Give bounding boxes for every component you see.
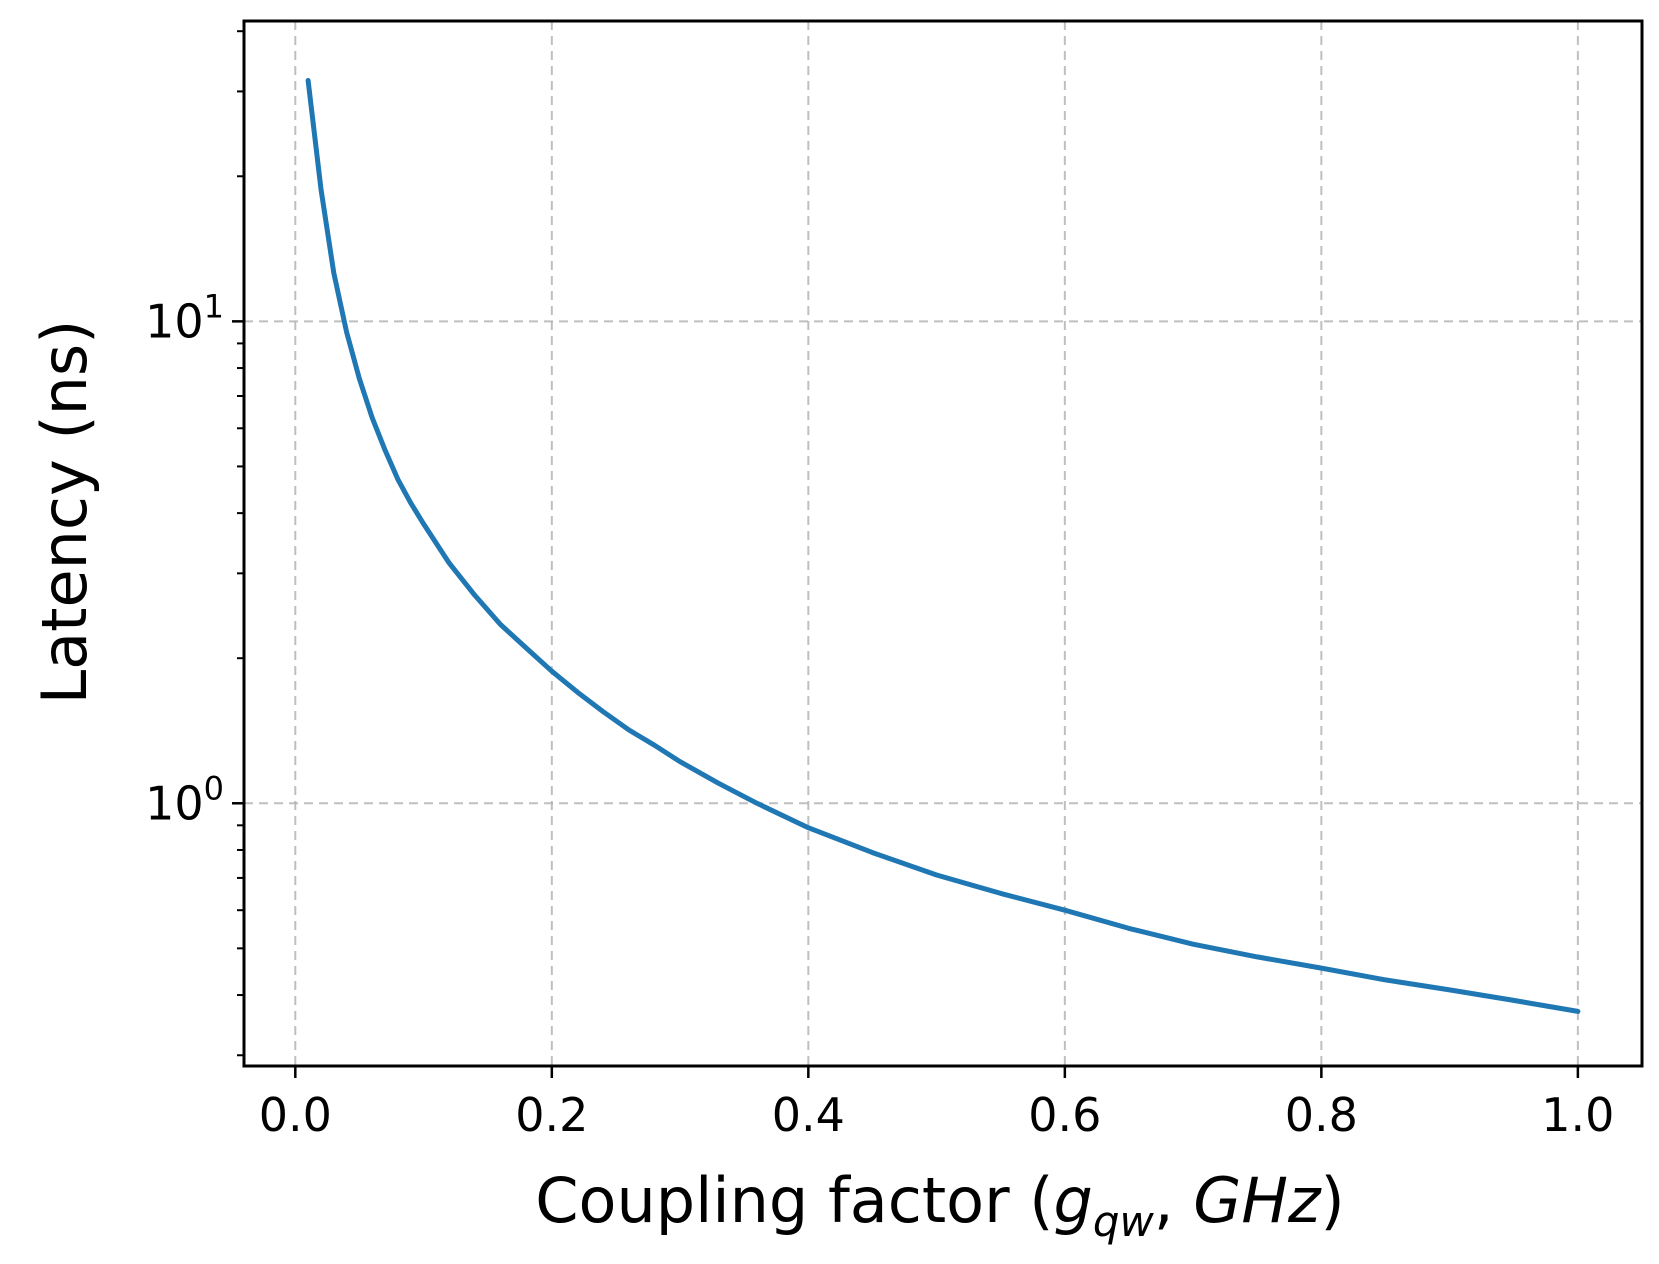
x-tick-label: 0.0	[259, 1088, 332, 1142]
x-tick-label: 0.2	[515, 1088, 588, 1142]
x-tick-label: 0.6	[1028, 1088, 1101, 1142]
y-tick-label: 101	[145, 287, 224, 348]
grid	[244, 21, 1642, 1066]
plot-frame	[242, 19, 1644, 1068]
y-tick-label: 100	[145, 769, 224, 830]
y-axis-label: Latency (ns)	[28, 320, 101, 705]
x-axis-label: Coupling factor (gqw, GHz)	[535, 1164, 1344, 1246]
x-tick-label: 0.4	[772, 1088, 845, 1142]
series-layer	[305, 78, 1581, 1014]
latency-series-line	[305, 78, 1581, 1014]
x-tick-label: 1.0	[1541, 1088, 1614, 1142]
x-tick-label: 0.8	[1285, 1088, 1358, 1142]
ticks: 0.0 0.2 0.4 0.6 0.8 1.0 100 101	[145, 30, 1614, 1142]
